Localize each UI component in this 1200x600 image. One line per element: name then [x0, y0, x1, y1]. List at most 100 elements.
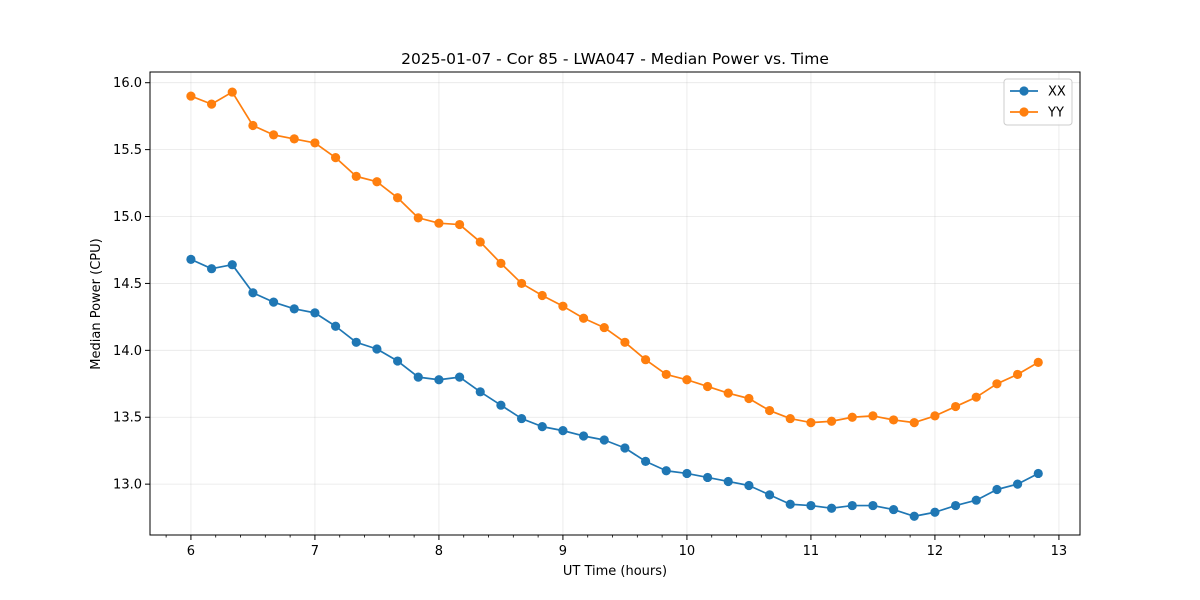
- data-point-xx: [992, 484, 1002, 495]
- data-point-yy: [806, 417, 816, 428]
- data-point-yy: [413, 213, 423, 223]
- data-point-xx: [599, 435, 609, 445]
- data-point-yy: [868, 411, 878, 421]
- grid-lines: [150, 72, 1080, 535]
- data-point-xx: [537, 422, 547, 432]
- data-point-xx: [186, 254, 196, 264]
- data-point-xx: [475, 387, 485, 397]
- data-point-xx: [888, 504, 899, 515]
- y-axis: 13.0 13.5 14.0 14.5 15.0 15.5 16.0: [113, 76, 150, 493]
- data-point-xx: [434, 375, 444, 385]
- data-point-yy: [1012, 369, 1023, 380]
- y-tick-label: 15.5: [113, 143, 142, 158]
- legend-label-yy: YY: [1047, 106, 1064, 121]
- data-point-yy: [950, 401, 961, 412]
- data-point-yy: [186, 91, 196, 101]
- data-point-xx: [640, 456, 651, 467]
- data-point-xx: [268, 297, 279, 307]
- x-tick-label: 7: [311, 544, 319, 559]
- data-point-yy: [330, 153, 341, 163]
- data-point-yy: [372, 177, 382, 187]
- data-point-xx: [248, 288, 258, 298]
- y-tick-label: 16.0: [113, 76, 142, 91]
- data-point-yy: [723, 388, 733, 398]
- x-tick-label: 11: [803, 544, 820, 559]
- y-tick-label: 13.5: [113, 411, 142, 426]
- data-point-yy: [516, 278, 527, 289]
- data-point-yy: [289, 134, 299, 144]
- data-point-xx: [206, 264, 217, 274]
- data-point-xx: [702, 472, 713, 483]
- data-point-xx: [806, 500, 816, 511]
- x-tick-label: 12: [927, 544, 944, 559]
- data-point-yy: [1033, 357, 1043, 367]
- x-tick-label: 13: [1051, 544, 1068, 559]
- data-point-xx: [847, 500, 857, 511]
- data-point-xx: [661, 466, 671, 476]
- data-point-yy: [909, 417, 919, 428]
- x-tick-label: 8: [435, 544, 443, 559]
- data-point-xx: [950, 500, 961, 511]
- data-point-xx: [227, 260, 237, 270]
- y-tick-label: 15.0: [113, 210, 142, 225]
- data-point-xx: [310, 308, 320, 318]
- data-point-yy: [682, 375, 692, 385]
- data-point-xx: [454, 372, 465, 382]
- data-point-yy: [620, 337, 630, 347]
- chart-title: 2025-01-07 - Cor 85 - LWA047 - Median Po…: [401, 50, 829, 68]
- data-point-xx: [392, 356, 403, 366]
- data-point-yy: [475, 237, 485, 247]
- data-point-xx: [723, 476, 733, 487]
- data-point-yy: [310, 138, 320, 148]
- data-point-yy: [640, 355, 651, 365]
- data-point-xx: [868, 500, 878, 511]
- data-point-yy: [764, 405, 775, 416]
- x-axis-label: UT Time (hours): [563, 564, 667, 579]
- data-point-yy: [454, 219, 465, 230]
- data-point-yy: [971, 392, 981, 402]
- x-axis: 6 7 8 9 10 11 12 13: [165, 535, 1068, 559]
- data-point-yy: [785, 413, 795, 424]
- data-point-yy: [496, 258, 506, 268]
- data-point-xx: [578, 431, 589, 441]
- data-point-yy: [558, 301, 568, 311]
- data-point-xx: [1012, 479, 1023, 489]
- y-axis-label: Median Power (CPU): [89, 238, 104, 369]
- data-point-xx: [826, 503, 837, 513]
- y-tick-label: 13.0: [113, 478, 142, 493]
- legend: XX YY: [1003, 78, 1073, 126]
- data-point-xx: [289, 304, 299, 314]
- data-point-xx: [372, 344, 382, 354]
- data-point-xx: [330, 321, 341, 331]
- legend-marker-yy: [1019, 107, 1029, 117]
- data-point-yy: [930, 411, 940, 421]
- data-point-yy: [268, 130, 279, 140]
- data-point-xx: [744, 480, 754, 491]
- data-point-yy: [392, 193, 403, 203]
- data-point-yy: [578, 313, 589, 323]
- data-point-xx: [909, 511, 919, 521]
- data-point-yy: [826, 416, 837, 426]
- data-point-yy: [537, 290, 547, 301]
- data-point-yy: [661, 369, 671, 380]
- legend-marker-xx: [1019, 86, 1029, 96]
- data-point-yy: [702, 381, 713, 392]
- data-point-yy: [206, 99, 217, 109]
- data-point-yy: [599, 322, 609, 333]
- x-tick-label: 9: [559, 544, 567, 559]
- data-point-xx: [971, 495, 981, 505]
- data-point-xx: [682, 468, 692, 479]
- data-point-yy: [227, 87, 237, 97]
- data-point-yy: [888, 415, 899, 425]
- data-point-xx: [785, 499, 795, 509]
- series-layer: [186, 87, 1043, 521]
- data-point-yy: [351, 171, 361, 181]
- data-point-xx: [516, 413, 527, 424]
- y-tick-label: 14.0: [113, 344, 142, 359]
- y-tick-label: 14.5: [113, 277, 142, 292]
- data-point-xx: [764, 490, 775, 500]
- data-point-yy: [847, 412, 857, 422]
- data-point-xx: [930, 507, 940, 517]
- plot-frame: [149, 71, 1081, 536]
